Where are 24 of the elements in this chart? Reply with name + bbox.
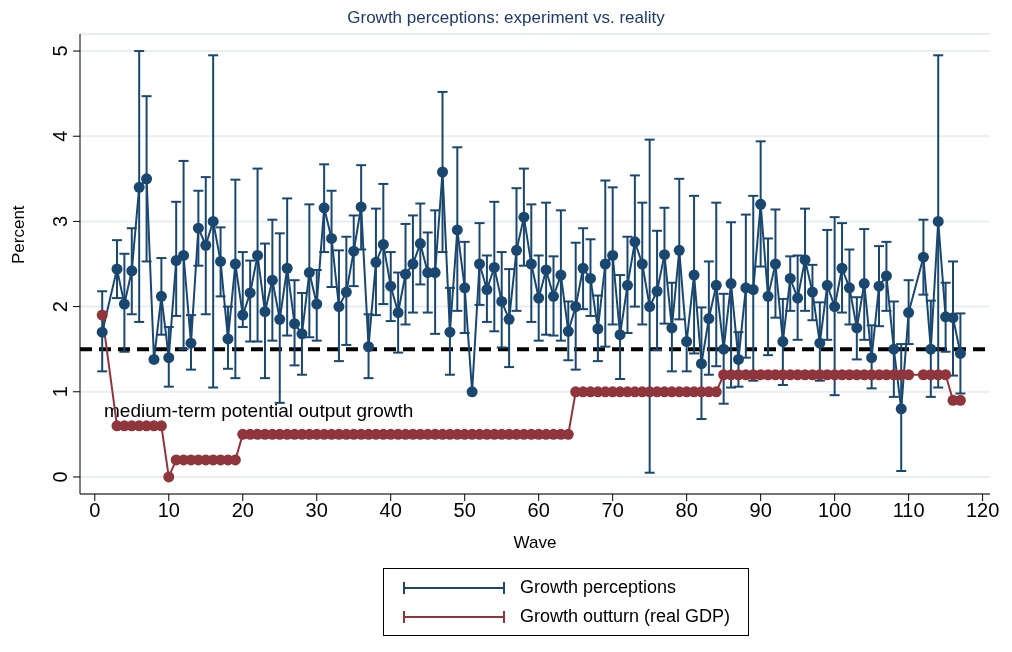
legend-label: Growth perceptions [519, 577, 677, 598]
x-tick-label: 40 [379, 499, 402, 522]
y-tick-label: 1 [49, 386, 71, 398]
x-tick-label: 90 [749, 499, 772, 522]
legend-label: Growth outturn (real GDP) [519, 606, 731, 627]
y-tick-label: 5 [49, 45, 71, 57]
x-tick-label: 0 [89, 499, 101, 522]
x-tick-label: 50 [453, 499, 476, 522]
chart-title: Growth perceptions: experiment vs. reality [346, 8, 666, 29]
y-tick-label: 4 [49, 130, 71, 142]
x-tick-label: 30 [305, 499, 328, 522]
x-tick-label: 20 [231, 499, 254, 522]
x-tick-label: 100 [817, 499, 852, 522]
y-tick-label: 0 [49, 471, 71, 483]
y-tick-label: 2 [49, 301, 71, 313]
x-tick-label: 120 [965, 499, 1000, 522]
x-tick-label: 80 [675, 499, 698, 522]
x-tick-label: 110 [892, 499, 925, 522]
y-tick-label: 3 [49, 215, 71, 227]
x-tick-label: 10 [157, 499, 180, 522]
x-tick-label: 60 [527, 499, 550, 522]
y-axis-title: Percent [9, 205, 29, 264]
x-axis-title: Wave [513, 533, 557, 552]
x-tick-label: 70 [601, 499, 624, 522]
